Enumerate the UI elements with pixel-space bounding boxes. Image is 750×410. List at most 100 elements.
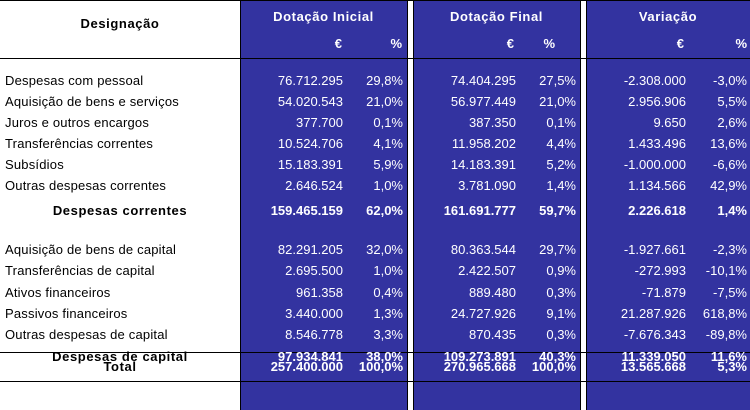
row-label: Transferências correntes (5, 136, 154, 151)
cell-dotacao-final-pct: 9,1% (546, 306, 576, 321)
cell-variacao: -2.308.000 (623, 73, 686, 88)
cell-dotacao-final-pct: 0,3% (546, 285, 576, 300)
subtotal-variacao-pct: 1,4% (717, 203, 747, 218)
subtotal-variacao: 11.339.050 (621, 349, 686, 364)
cell-dotacao-final: 11.958.202 (451, 136, 516, 151)
subtotal-dotacao-inicial-pct: 62,0% (366, 203, 403, 218)
cell-variacao-pct: -6,6% (713, 157, 747, 172)
cell-dotacao-final-pct: 0,3% (546, 327, 576, 342)
cell-variacao: -71.879 (641, 285, 686, 300)
row-label: Outras despesas correntes (5, 178, 167, 193)
subtotal-dotacao-inicial-pct: 38,0% (366, 349, 403, 364)
row-label: Ativos financeiros (5, 285, 111, 300)
rule-total-top (0, 352, 750, 353)
cell-dotacao-final: 14.183.391 (450, 157, 516, 172)
cell-dotacao-inicial-pct: 4,1% (373, 136, 403, 151)
cell-dotacao-final-pct: 0,9% (546, 263, 576, 278)
cell-dotacao-inicial: 961.358 (296, 285, 343, 300)
col-divider-2 (407, 0, 408, 410)
total-label: Total (103, 359, 137, 374)
header-pct-variacao: % (735, 36, 747, 51)
cell-dotacao-final: 3.781.090 (458, 178, 516, 193)
rule-header-bottom (0, 58, 750, 59)
cell-dotacao-inicial-pct: 21,0% (366, 94, 403, 109)
cell-dotacao-final-pct: 5,2% (546, 157, 576, 172)
variacao-column-bg (586, 0, 750, 410)
cell-variacao-pct: -10,1% (705, 263, 747, 278)
total-variacao: 13.565.668 (620, 359, 686, 374)
row-label: Juros e outros encargos (5, 115, 150, 130)
cell-variacao: -7.676.343 (623, 327, 686, 342)
row-label: Outras despesas de capital (5, 327, 168, 342)
cell-dotacao-inicial: 8.546.778 (285, 327, 343, 342)
subtotal-dotacao-final-pct: 59,7% (539, 203, 576, 218)
cell-variacao-pct: 618,8% (702, 306, 747, 321)
subtotal-variacao-pct: 11,6% (710, 349, 747, 364)
cell-variacao: 2.956.906 (628, 94, 686, 109)
cell-dotacao-inicial: 10.524.706 (277, 136, 343, 151)
row-label: Passivos financeiros (5, 306, 128, 321)
rule-top (0, 0, 750, 1)
cell-dotacao-inicial-pct: 1,0% (373, 263, 403, 278)
col-divider-3 (413, 0, 414, 410)
cell-dotacao-inicial-pct: 3,3% (373, 327, 403, 342)
cell-variacao-pct: 2,6% (717, 115, 747, 130)
subtotal-dotacao-final-pct: 40,3% (539, 349, 576, 364)
total-dotacao-inicial: 257.400.000 (270, 359, 343, 374)
cell-dotacao-inicial: 377.700 (296, 115, 343, 130)
cell-dotacao-inicial-pct: 5,9% (373, 157, 403, 172)
cell-variacao: 21.287.926 (620, 306, 686, 321)
cell-variacao: -1.927.661 (623, 242, 686, 257)
cell-dotacao-inicial-pct: 29,8% (366, 73, 403, 88)
subtotal-dotacao-inicial: 97.934.841 (277, 349, 343, 364)
cell-variacao-pct: -89,8% (705, 327, 747, 342)
cell-dotacao-final: 2.422.507 (458, 263, 516, 278)
subtotal-label: Despesas de capital (52, 349, 188, 364)
dotacao-final-column-bg (413, 0, 580, 410)
total-variacao-pct: 5,3% (717, 359, 747, 374)
subtotal-variacao: 2.226.618 (628, 203, 686, 218)
row-label: Despesas com pessoal (5, 73, 144, 88)
cell-variacao-pct: -2,3% (713, 242, 747, 257)
cell-dotacao-inicial: 2.646.524 (285, 178, 343, 193)
cell-dotacao-inicial: 54.020.543 (277, 94, 343, 109)
row-label: Aquisição de bens de capital (5, 242, 177, 257)
cell-variacao: 1.433.496 (628, 136, 686, 151)
rule-total-bottom (0, 381, 750, 382)
cell-dotacao-inicial-pct: 1,3% (373, 306, 403, 321)
cell-dotacao-final-pct: 1,4% (546, 178, 576, 193)
cell-dotacao-final-pct: 29,7% (539, 242, 576, 257)
cell-dotacao-inicial: 82.291.205 (277, 242, 343, 257)
cell-dotacao-final: 870.435 (469, 327, 516, 342)
header-designacao: Designação (80, 16, 160, 31)
total-dotacao-final-pct: 100,0% (531, 359, 576, 374)
total-dotacao-final: 270.965.668 (443, 359, 516, 374)
cell-variacao-pct: 42,9% (710, 178, 747, 193)
cell-dotacao-final-pct: 21,0% (539, 94, 576, 109)
cell-dotacao-final-pct: 27,5% (539, 73, 576, 88)
cell-dotacao-final-pct: 4,4% (546, 136, 576, 151)
dotacao-inicial-column-bg (240, 0, 407, 410)
cell-variacao: -1.000.000 (623, 157, 686, 172)
col-divider-4 (580, 0, 581, 410)
total-dotacao-inicial-pct: 100,0% (358, 359, 403, 374)
col-divider-1 (240, 0, 241, 410)
header-pct-final: % (543, 36, 555, 51)
cell-variacao: 9.650 (653, 115, 686, 130)
cell-dotacao-final: 387.350 (469, 115, 516, 130)
cell-variacao-pct: 13,6% (710, 136, 747, 151)
header-variacao: Variação (638, 9, 698, 24)
header-euro-variacao: € (676, 36, 684, 51)
cell-variacao: 1.134.566 (628, 178, 686, 193)
cell-dotacao-final: 889.480 (469, 285, 516, 300)
row-label: Subsídios (5, 157, 64, 172)
col-divider-5 (586, 0, 587, 410)
cell-dotacao-final: 80.363.544 (450, 242, 516, 257)
cell-dotacao-inicial-pct: 32,0% (366, 242, 403, 257)
cell-dotacao-final: 74.404.295 (450, 73, 516, 88)
cell-dotacao-inicial-pct: 0,4% (373, 285, 403, 300)
cell-variacao-pct: -7,5% (713, 285, 747, 300)
subtotal-dotacao-final: 161.691.777 (443, 203, 516, 218)
cell-dotacao-inicial: 15.183.391 (277, 157, 343, 172)
